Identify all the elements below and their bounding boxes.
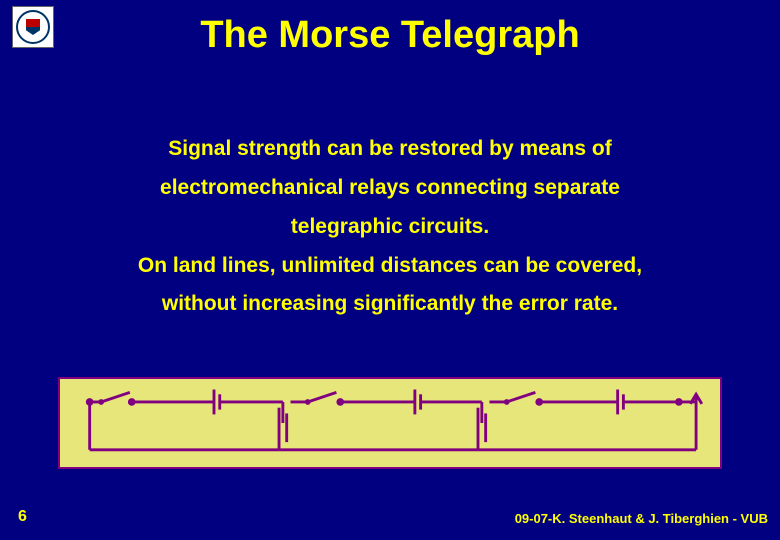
body-line: Signal strength can be restored by means… <box>40 130 740 169</box>
page-number: 6 <box>18 508 27 526</box>
slide-title: The Morse Telegraph <box>0 14 780 57</box>
body-line: electromechanical relays connecting sepa… <box>40 169 740 208</box>
circuit-svg <box>60 379 720 467</box>
body-line: telegraphic circuits. <box>40 208 740 247</box>
slide-body: Signal strength can be restored by means… <box>0 130 780 324</box>
footer-credits: 09-07-K. Steenhaut & J. Tiberghien - VUB <box>515 511 768 526</box>
body-line: without increasing significantly the err… <box>40 285 740 324</box>
circuit-diagram <box>58 377 722 469</box>
body-line: On land lines, unlimited distances can b… <box>40 247 740 286</box>
